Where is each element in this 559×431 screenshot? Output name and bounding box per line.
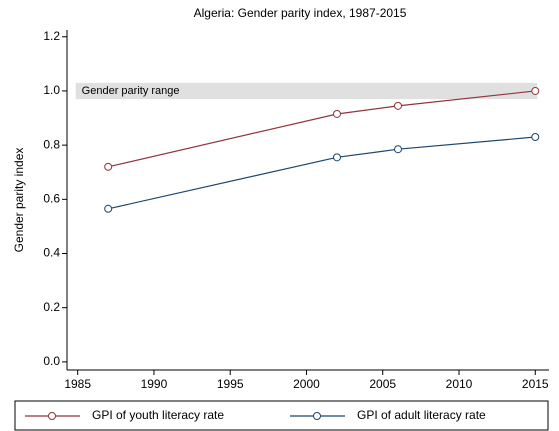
- legend-marker: [48, 412, 56, 420]
- legend-marker: [313, 412, 321, 420]
- y-tick-label: 0.2: [43, 300, 60, 314]
- marker: [332, 153, 341, 162]
- y-tick-label: 0.0: [43, 354, 60, 368]
- marker: [332, 109, 341, 118]
- marker: [104, 204, 113, 213]
- marker: [531, 133, 540, 142]
- chart-title: Algeria: Gender parity index, 1987-2015: [194, 6, 407, 20]
- band-label: Gender parity range: [82, 85, 180, 97]
- series-line: [108, 136, 536, 210]
- marker: [531, 86, 540, 95]
- series-line: [108, 90, 536, 168]
- y-tick-label: 1.0: [43, 83, 60, 97]
- marker: [393, 145, 402, 154]
- marker: [104, 162, 113, 171]
- x-tick-label: 2010: [446, 377, 473, 391]
- marker: [393, 101, 402, 110]
- x-tick-label: 1995: [217, 377, 244, 391]
- parity-band: [75, 82, 538, 100]
- legend-box: [14, 400, 549, 431]
- y-tick-label: 0.8: [43, 137, 60, 151]
- x-tick-label: 2005: [369, 377, 396, 391]
- x-tick-label: 2015: [522, 377, 549, 391]
- legend-label: GPI of youth literacy rate: [92, 408, 224, 422]
- y-axis-label: Gender parity index: [12, 148, 26, 253]
- x-tick-label: 2000: [293, 377, 320, 391]
- y-tick-label: 0.6: [43, 191, 60, 205]
- x-tick-label: 1985: [64, 377, 91, 391]
- x-tick-label: 1990: [141, 377, 168, 391]
- y-tick-label: 1.2: [43, 29, 60, 43]
- legend-label: GPI of adult literacy rate: [357, 408, 486, 422]
- y-tick-label: 0.4: [43, 246, 60, 260]
